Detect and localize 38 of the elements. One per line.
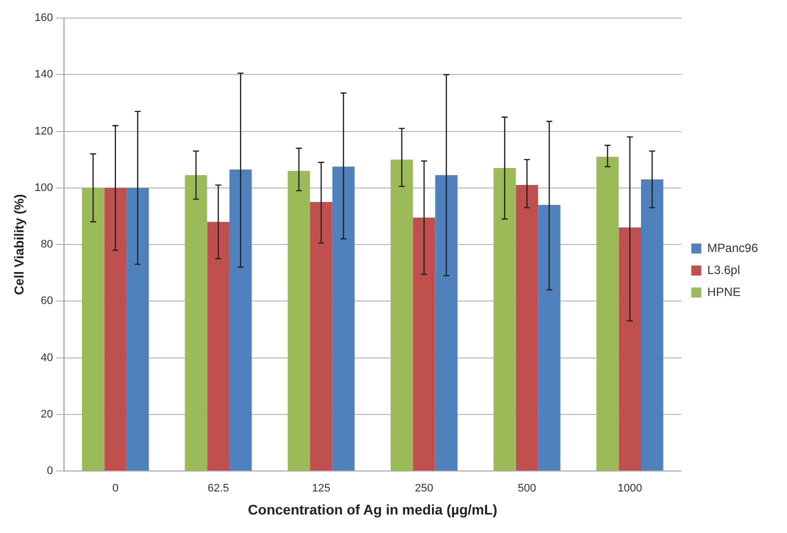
y-tick-label: 20 xyxy=(40,408,53,420)
bar xyxy=(104,188,127,470)
x-tick-label: 500 xyxy=(518,482,536,495)
legend-label: MPanc96 xyxy=(707,240,758,255)
bar xyxy=(641,179,664,470)
bar xyxy=(310,202,332,470)
y-tick-label: 140 xyxy=(34,68,53,81)
y-tick-label: 80 xyxy=(40,238,53,251)
bar xyxy=(332,166,355,470)
bar xyxy=(412,218,436,470)
x-tick-label: 125 xyxy=(312,482,330,495)
bar xyxy=(288,170,310,470)
bar xyxy=(596,156,619,470)
y-tick-label: 0 xyxy=(46,465,53,478)
y-tick-label: 100 xyxy=(34,182,53,194)
bar xyxy=(494,168,516,470)
bar xyxy=(435,175,458,470)
x-tick-label: 1000 xyxy=(618,482,642,495)
y-tick-label: 40 xyxy=(40,352,53,364)
x-axis-title: Concentration of Ag in media (µg/mL) xyxy=(248,501,498,518)
bar xyxy=(618,228,642,470)
x-tick-label: 0 xyxy=(112,482,118,495)
y-axis-title: Cell Viability (%) xyxy=(11,194,26,295)
y-tick-label: 160 xyxy=(34,12,53,24)
bar xyxy=(207,222,230,470)
bar xyxy=(184,175,208,470)
bar xyxy=(390,160,413,470)
bar xyxy=(229,169,252,470)
bar xyxy=(516,185,538,470)
x-tick-label: 62.5 xyxy=(208,482,229,495)
y-tick-label: 120 xyxy=(34,125,53,138)
legend-label: HPNE xyxy=(707,284,741,299)
bar xyxy=(538,204,560,470)
legend-label: L3.6pl xyxy=(707,262,740,277)
bar xyxy=(126,188,149,470)
x-tick-label: 250 xyxy=(414,482,434,495)
bar xyxy=(82,188,104,470)
y-tick-label: 60 xyxy=(40,295,53,308)
